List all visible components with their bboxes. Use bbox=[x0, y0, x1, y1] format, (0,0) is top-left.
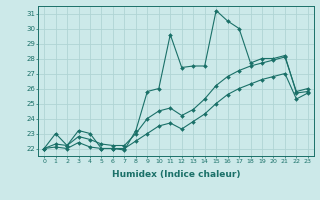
X-axis label: Humidex (Indice chaleur): Humidex (Indice chaleur) bbox=[112, 170, 240, 179]
